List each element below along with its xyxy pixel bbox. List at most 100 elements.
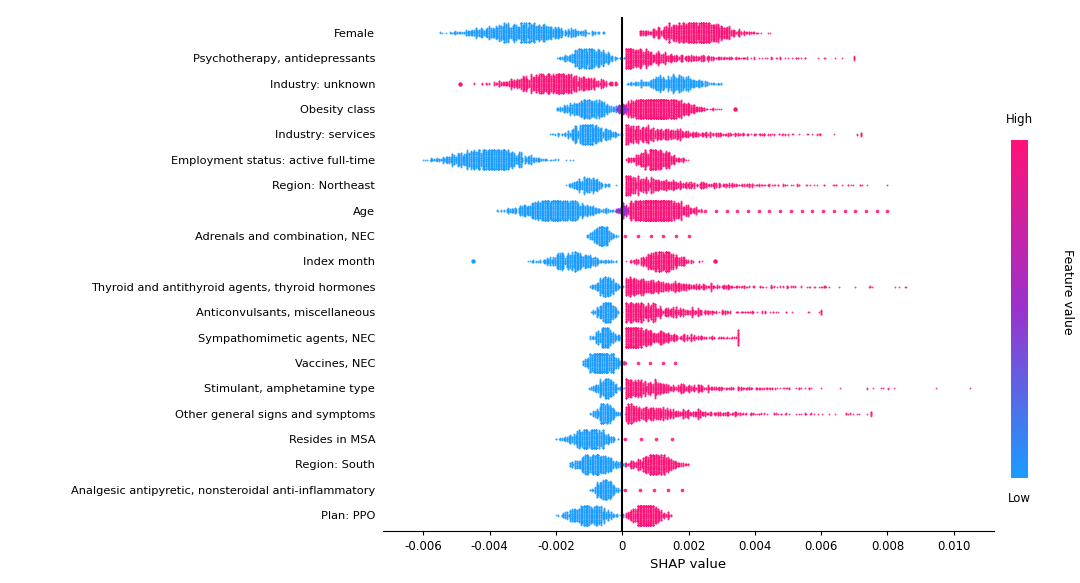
Point xyxy=(593,399,610,409)
Point xyxy=(471,148,488,157)
Point xyxy=(581,139,598,149)
Point xyxy=(768,54,785,63)
Point xyxy=(651,95,669,104)
Point xyxy=(606,303,623,312)
Point xyxy=(673,132,690,141)
Point xyxy=(623,201,640,210)
Point xyxy=(673,129,690,139)
Point xyxy=(481,164,498,174)
Point xyxy=(596,331,613,340)
Point xyxy=(586,122,604,132)
Point xyxy=(577,131,594,141)
Point xyxy=(651,207,669,216)
Point xyxy=(662,385,679,395)
Point xyxy=(542,72,559,82)
Point xyxy=(652,388,670,397)
Point xyxy=(696,31,713,41)
Point xyxy=(674,22,691,31)
Point xyxy=(661,458,678,467)
Point xyxy=(648,58,665,67)
Point xyxy=(570,57,588,66)
Point xyxy=(666,132,684,142)
Point xyxy=(588,178,605,187)
Point xyxy=(645,308,662,318)
Point xyxy=(637,205,654,215)
Point xyxy=(673,51,690,60)
Point xyxy=(643,514,660,523)
Point xyxy=(640,381,658,391)
Point xyxy=(482,149,499,158)
Point xyxy=(598,356,616,365)
Point xyxy=(599,375,617,384)
Point xyxy=(662,159,679,168)
Point xyxy=(743,408,760,417)
Point xyxy=(586,129,604,138)
Point xyxy=(624,417,642,427)
Point xyxy=(496,162,513,171)
Point xyxy=(658,308,675,317)
Point xyxy=(504,205,522,214)
Point xyxy=(588,78,605,87)
Point xyxy=(694,55,712,65)
Point xyxy=(578,131,595,140)
Point xyxy=(626,336,644,346)
Point xyxy=(581,259,598,268)
Point xyxy=(797,181,814,190)
Point xyxy=(599,317,617,326)
Point xyxy=(659,465,676,474)
Point xyxy=(673,128,690,137)
Point xyxy=(811,282,828,292)
Point xyxy=(726,30,743,39)
Point xyxy=(634,299,651,308)
Point xyxy=(444,150,461,160)
Point xyxy=(673,203,690,212)
Point xyxy=(684,409,701,419)
Point xyxy=(651,164,669,173)
Point xyxy=(681,130,699,139)
Point xyxy=(671,109,688,118)
Point xyxy=(530,31,548,41)
Point xyxy=(546,258,564,268)
Point xyxy=(582,80,599,89)
Point xyxy=(594,454,611,463)
Point xyxy=(593,454,610,463)
Point xyxy=(591,484,608,493)
Point xyxy=(636,255,653,265)
Point xyxy=(546,208,564,217)
Point xyxy=(633,502,650,511)
Point xyxy=(562,512,579,521)
Point xyxy=(581,362,598,371)
Point xyxy=(723,29,740,38)
Point xyxy=(600,454,618,463)
Point xyxy=(626,173,644,182)
Point xyxy=(579,175,596,184)
Point xyxy=(622,513,639,522)
Point xyxy=(591,507,608,517)
Point xyxy=(661,19,678,28)
Point xyxy=(658,465,675,475)
Point xyxy=(622,416,639,426)
Point xyxy=(588,504,605,513)
Point xyxy=(604,368,621,377)
Point xyxy=(642,215,659,224)
Point xyxy=(651,162,669,171)
Point xyxy=(643,160,660,169)
Point xyxy=(678,305,696,315)
Point xyxy=(600,352,618,361)
Point xyxy=(667,261,685,270)
Point xyxy=(683,180,700,189)
Point xyxy=(640,113,658,122)
Point xyxy=(535,212,552,221)
Point xyxy=(622,185,639,195)
Point xyxy=(544,71,562,80)
Point xyxy=(536,74,553,83)
Point xyxy=(579,441,596,451)
Point xyxy=(562,257,579,266)
Point xyxy=(585,109,603,118)
Point xyxy=(662,83,679,92)
Point xyxy=(651,465,669,475)
Point xyxy=(619,206,636,215)
Point xyxy=(621,124,638,134)
Point xyxy=(577,97,594,107)
Point xyxy=(568,435,585,444)
